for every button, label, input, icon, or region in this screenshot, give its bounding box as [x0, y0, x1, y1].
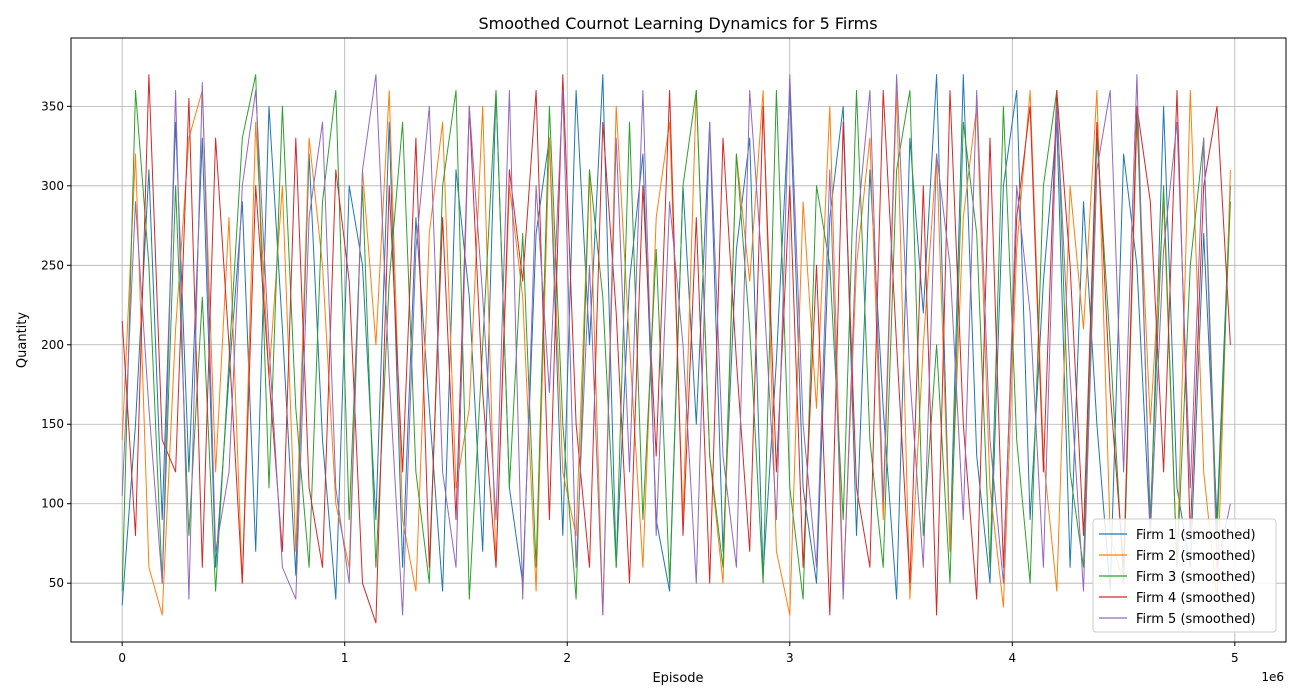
y-tick-label: 250	[41, 258, 64, 272]
x-tick-label: 3	[786, 651, 794, 665]
y-tick-label: 50	[49, 576, 64, 590]
series-line-firm-4	[121, 74, 1231, 624]
legend-label: Firm 3 (smoothed)	[1136, 570, 1256, 585]
y-tick-label: 350	[41, 99, 64, 113]
y-tick-label: 100	[41, 497, 64, 511]
x-tick-label: 4	[1008, 651, 1016, 665]
y-tick-label: 150	[41, 417, 64, 431]
x-tick-label: 5	[1231, 651, 1239, 665]
x-tick-label: 0	[118, 651, 126, 665]
y-axis-ticks: 50 100 150 200 250 300 350	[41, 99, 71, 590]
legend-label: Firm 1 (smoothed)	[1136, 528, 1256, 543]
y-tick-label: 300	[41, 179, 64, 193]
series-line-firm-3	[121, 74, 1231, 600]
series-lines	[121, 74, 1231, 624]
legend-label: Firm 5 (smoothed)	[1136, 612, 1256, 627]
x-axis-label: Episode	[652, 671, 703, 686]
chart-title: Smoothed Cournot Learning Dynamics for 5…	[478, 14, 877, 33]
x-axis-offset-label: 1e6	[1261, 670, 1284, 684]
legend-box	[1092, 518, 1277, 633]
x-tick-label: 1	[341, 651, 349, 665]
y-axis-label: Quantity	[15, 312, 30, 368]
x-axis-ticks: 0 1 2 3 4 5	[118, 642, 1239, 665]
legend-label: Firm 4 (smoothed)	[1136, 591, 1256, 606]
plot-frame	[70, 37, 1287, 643]
series-line-firm-5	[121, 74, 1231, 616]
y-tick-label: 200	[41, 338, 64, 352]
legend-label: Firm 2 (smoothed)	[1136, 549, 1256, 564]
x-tick-label: 2	[563, 651, 571, 665]
legend: Firm 1 (smoothed) Firm 2 (smoothed) Firm 3…	[1092, 518, 1277, 633]
